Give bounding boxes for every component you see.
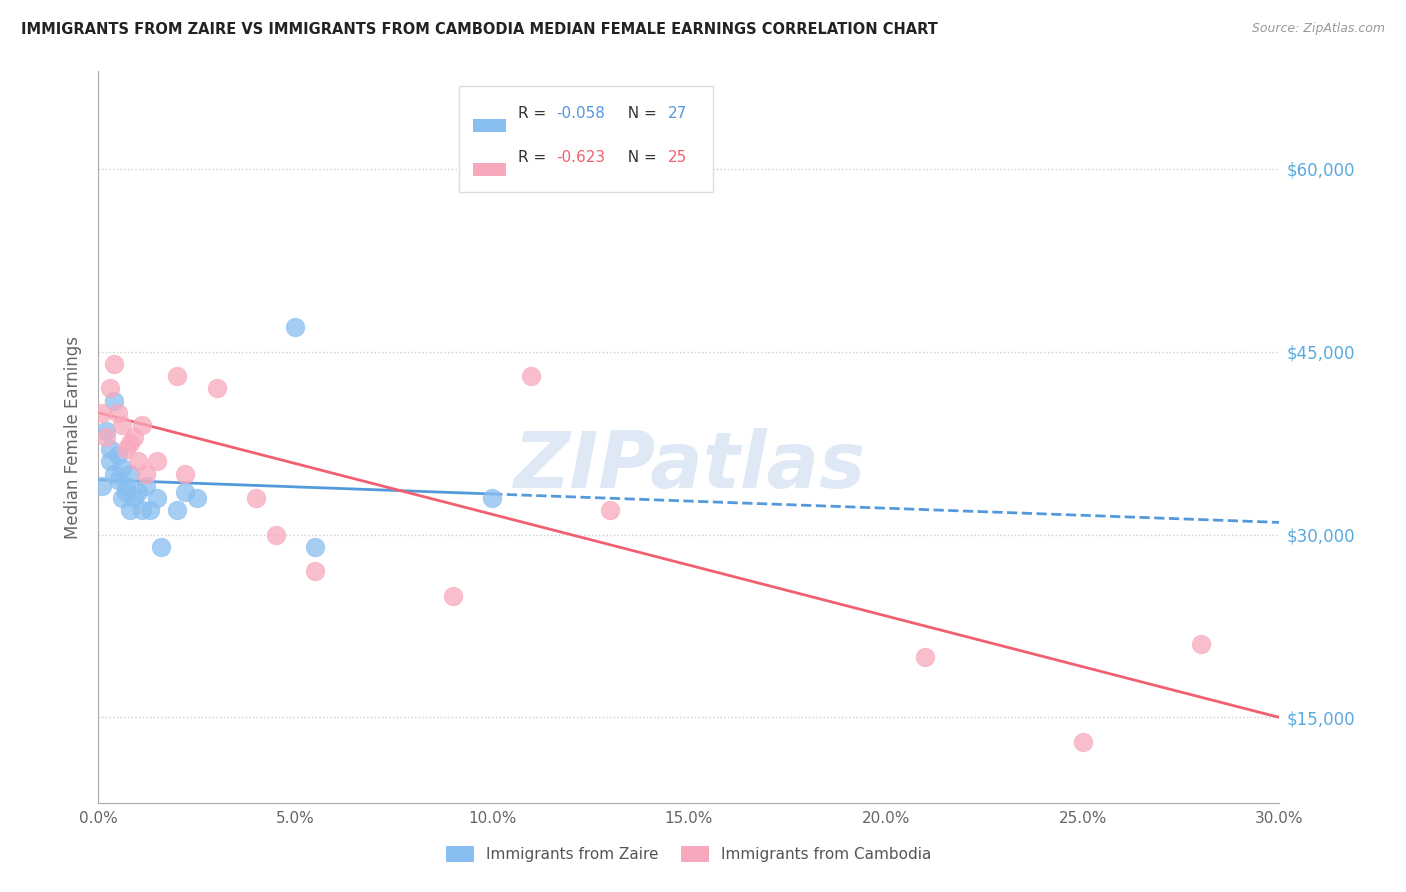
Point bbox=[111, 417, 134, 432]
Point bbox=[91, 479, 114, 493]
Point bbox=[186, 491, 208, 505]
Text: N =: N = bbox=[619, 106, 662, 121]
Text: -0.058: -0.058 bbox=[557, 106, 606, 121]
Text: 25: 25 bbox=[668, 150, 688, 165]
Point bbox=[205, 381, 228, 395]
Point bbox=[264, 527, 287, 541]
Point bbox=[304, 564, 326, 578]
Point bbox=[111, 460, 134, 475]
Point bbox=[98, 381, 121, 395]
Point bbox=[118, 503, 141, 517]
Point bbox=[174, 485, 197, 500]
Point bbox=[118, 467, 141, 481]
Point bbox=[138, 503, 160, 517]
Text: IMMIGRANTS FROM ZAIRE VS IMMIGRANTS FROM CAMBODIA MEDIAN FEMALE EARNINGS CORRELA: IMMIGRANTS FROM ZAIRE VS IMMIGRANTS FROM… bbox=[21, 22, 938, 37]
Point bbox=[174, 467, 197, 481]
Point bbox=[146, 454, 169, 468]
Text: -0.623: -0.623 bbox=[557, 150, 606, 165]
Point bbox=[115, 485, 138, 500]
Point bbox=[91, 406, 114, 420]
Point bbox=[111, 491, 134, 505]
Point bbox=[107, 406, 129, 420]
Point bbox=[520, 369, 543, 384]
Point bbox=[166, 369, 188, 384]
Point bbox=[131, 503, 153, 517]
Bar bbox=[472, 120, 506, 132]
Point bbox=[107, 473, 129, 487]
Bar bbox=[472, 163, 506, 176]
Point bbox=[127, 485, 149, 500]
Point bbox=[103, 393, 125, 408]
Text: ZIPatlas: ZIPatlas bbox=[513, 428, 865, 504]
Point bbox=[107, 448, 129, 462]
Point bbox=[284, 320, 307, 334]
Text: Source: ZipAtlas.com: Source: ZipAtlas.com bbox=[1251, 22, 1385, 36]
Point bbox=[96, 430, 118, 444]
Text: R =: R = bbox=[517, 106, 551, 121]
Legend: Immigrants from Zaire, Immigrants from Cambodia: Immigrants from Zaire, Immigrants from C… bbox=[440, 840, 938, 868]
Point bbox=[599, 503, 621, 517]
Point bbox=[103, 467, 125, 481]
Point bbox=[135, 467, 157, 481]
Point bbox=[122, 430, 145, 444]
Point bbox=[98, 442, 121, 457]
Point bbox=[914, 649, 936, 664]
Text: R =: R = bbox=[517, 150, 551, 165]
Y-axis label: Median Female Earnings: Median Female Earnings bbox=[65, 335, 83, 539]
Point bbox=[115, 479, 138, 493]
Point bbox=[103, 357, 125, 371]
FancyBboxPatch shape bbox=[458, 86, 713, 192]
Point bbox=[146, 491, 169, 505]
Text: N =: N = bbox=[619, 150, 662, 165]
Point bbox=[118, 436, 141, 450]
Point bbox=[1189, 637, 1212, 651]
Point bbox=[245, 491, 267, 505]
Point bbox=[481, 491, 503, 505]
Point bbox=[115, 442, 138, 457]
Point bbox=[166, 503, 188, 517]
Point bbox=[304, 540, 326, 554]
Text: 27: 27 bbox=[668, 106, 688, 121]
Point bbox=[441, 589, 464, 603]
Point bbox=[98, 454, 121, 468]
Point bbox=[131, 417, 153, 432]
Point bbox=[1071, 735, 1094, 749]
Point bbox=[127, 454, 149, 468]
Point bbox=[135, 479, 157, 493]
Point bbox=[96, 424, 118, 438]
Point bbox=[150, 540, 173, 554]
Point bbox=[122, 491, 145, 505]
